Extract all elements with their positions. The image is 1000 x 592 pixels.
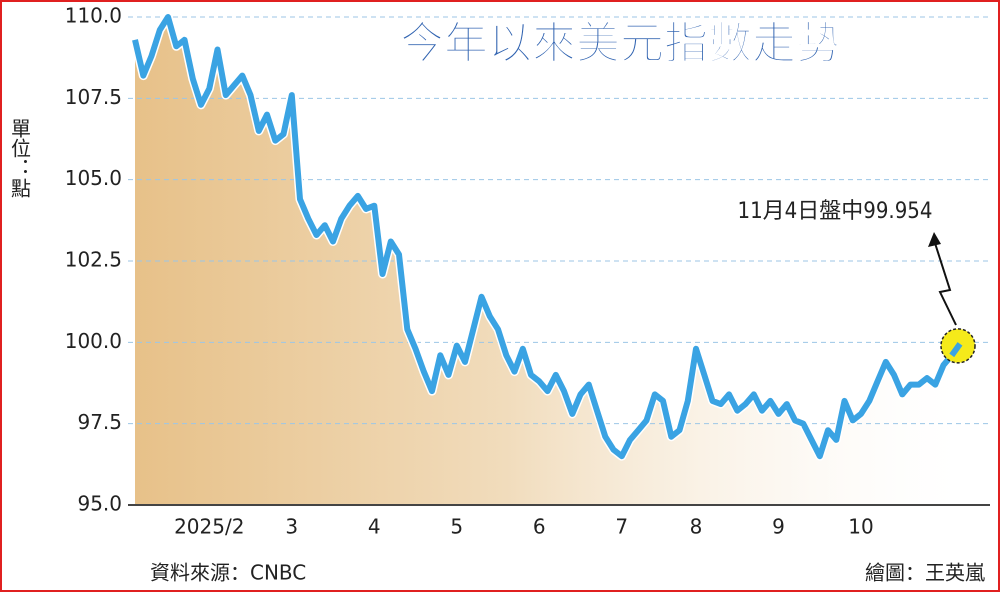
- x-tick-label: 7: [615, 515, 628, 539]
- credit: 繪圖：王英嵐: [865, 561, 985, 585]
- annotation: 11月4日盤中99.954: [737, 199, 932, 224]
- x-tick-label: 3: [285, 515, 298, 539]
- source: 資料來源：CNBC: [150, 561, 306, 585]
- x-tick-label: 9: [772, 515, 785, 539]
- x-tick-label: 6: [533, 515, 546, 539]
- y-tick-label: 95.0: [77, 492, 122, 516]
- line: [949, 342, 963, 358]
- arrow-head: [928, 232, 941, 247]
- annotation-arrow: [933, 239, 957, 326]
- area: [135, 17, 960, 505]
- y-tick-label: 105.0: [65, 166, 122, 190]
- chart-title: 今年以來美元指數走勢: [400, 18, 840, 69]
- x-tick-label: 8: [690, 515, 703, 539]
- x-tick-label: 10: [848, 515, 873, 539]
- x-tick-label: 4: [368, 515, 381, 539]
- y-tick-label: 97.5: [77, 410, 122, 434]
- y-tick-label: 102.5: [65, 248, 122, 272]
- line: [132, 14, 963, 460]
- y-tick-label: 107.5: [65, 85, 122, 109]
- x-tick-label: 2025/2: [174, 515, 244, 539]
- y-axis-label: 單位：點: [8, 118, 32, 198]
- y-tick-label: 110.0: [65, 4, 122, 28]
- x-tick-label: 5: [450, 515, 463, 539]
- y-tick-label: 100.0: [65, 329, 122, 353]
